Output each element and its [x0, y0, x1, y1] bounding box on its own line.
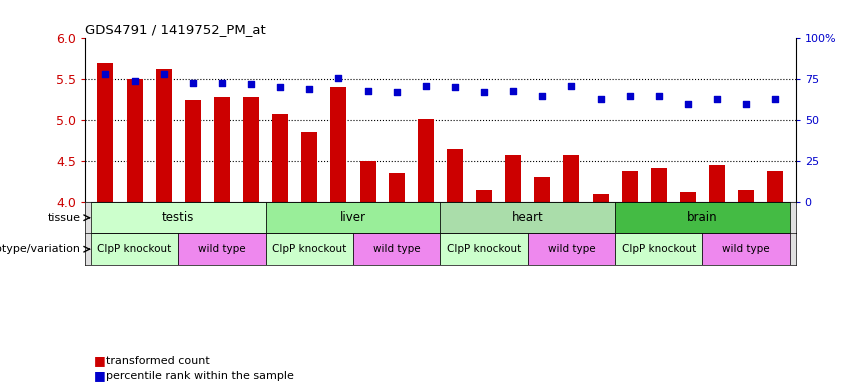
Bar	[127, 79, 143, 202]
Bar	[447, 149, 463, 202]
Point	[477, 89, 491, 96]
Bar	[330, 88, 346, 202]
Point	[768, 96, 782, 102]
Point	[448, 84, 462, 91]
Point	[623, 93, 637, 99]
Point	[361, 88, 374, 94]
Bar	[418, 119, 434, 202]
Point	[128, 78, 141, 84]
Bar	[702, 233, 790, 265]
Bar	[185, 100, 201, 202]
Point	[186, 79, 200, 86]
Bar	[441, 202, 615, 233]
Bar	[680, 192, 696, 202]
Text: tissue: tissue	[48, 213, 81, 223]
Bar	[389, 173, 405, 202]
Bar	[156, 70, 172, 202]
Bar	[534, 177, 551, 202]
Point	[215, 79, 229, 86]
Text: brain: brain	[687, 211, 717, 224]
Text: ■: ■	[94, 354, 106, 367]
Text: GDS4791 / 1419752_PM_at: GDS4791 / 1419752_PM_at	[85, 23, 266, 36]
Point	[506, 88, 520, 94]
Bar	[738, 190, 754, 202]
Point	[419, 83, 432, 89]
Point	[594, 96, 608, 102]
Text: liver: liver	[340, 211, 366, 224]
Bar	[266, 233, 353, 265]
Point	[740, 101, 753, 107]
Point	[535, 93, 549, 99]
Bar	[651, 168, 667, 202]
Bar	[266, 202, 441, 233]
Bar	[622, 171, 637, 202]
Point	[711, 96, 724, 102]
Point	[244, 81, 258, 87]
Point	[99, 71, 112, 78]
Bar	[615, 202, 790, 233]
Bar	[91, 233, 179, 265]
Text: transformed count: transformed count	[106, 356, 210, 366]
Bar	[179, 233, 266, 265]
Text: wild type: wild type	[722, 244, 770, 254]
Point	[157, 71, 170, 78]
Bar	[98, 63, 113, 202]
Bar	[214, 97, 230, 202]
Bar	[768, 171, 783, 202]
Bar	[709, 165, 725, 202]
Point	[303, 86, 317, 92]
Bar	[476, 190, 492, 202]
Text: wild type: wild type	[198, 244, 246, 254]
Text: ClpP knockout: ClpP knockout	[447, 244, 521, 254]
Bar	[592, 194, 608, 202]
Bar	[360, 161, 375, 202]
Text: genotype/variation: genotype/variation	[0, 244, 81, 254]
Text: ClpP knockout: ClpP knockout	[272, 244, 346, 254]
Bar	[91, 202, 266, 233]
Bar	[441, 233, 528, 265]
Bar	[615, 233, 702, 265]
Point	[332, 74, 346, 81]
Bar	[272, 114, 288, 202]
Text: wild type: wild type	[373, 244, 420, 254]
Text: ■: ■	[94, 369, 106, 382]
Bar	[563, 154, 580, 202]
Point	[681, 101, 694, 107]
Bar	[243, 97, 259, 202]
Bar	[505, 154, 521, 202]
Text: ClpP knockout: ClpP knockout	[622, 244, 696, 254]
Point	[564, 83, 578, 89]
Bar	[301, 132, 317, 202]
Text: testis: testis	[162, 211, 195, 224]
Point	[652, 93, 665, 99]
Text: wild type: wild type	[548, 244, 595, 254]
Bar	[528, 233, 615, 265]
Point	[273, 84, 287, 91]
Bar	[353, 233, 441, 265]
Point	[390, 89, 403, 96]
Text: ClpP knockout: ClpP knockout	[98, 244, 172, 254]
Text: percentile rank within the sample: percentile rank within the sample	[106, 371, 294, 381]
Text: heart: heart	[512, 211, 544, 224]
